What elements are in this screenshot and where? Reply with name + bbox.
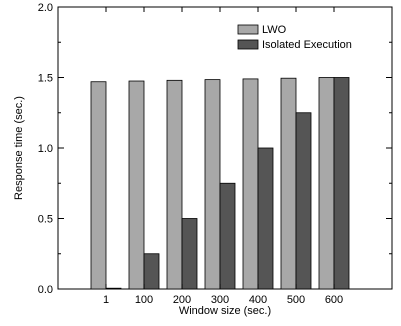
- y-axis-ticks: 0.0 0.5 1.0 1.5 2.0: [38, 2, 392, 296]
- bar-isolated-500: [295, 112, 312, 290]
- y-tick-label: 1.0: [38, 143, 53, 155]
- bar-isolated-200: [181, 218, 198, 290]
- bar-isolated-100: [143, 253, 160, 290]
- bar-lwo-1: [90, 81, 107, 290]
- bar-lwo-300: [204, 79, 221, 290]
- bar-lwo-200: [166, 79, 183, 290]
- x-axis-ticks: 1 100 200 300 400 500 600: [103, 7, 343, 306]
- x-tick-label: 600: [325, 294, 343, 306]
- bar-isolated-1: [105, 287, 122, 290]
- x-axis-label: Window size (sec.): [179, 305, 271, 317]
- legend-label-isolated: Isolated Execution: [262, 39, 352, 51]
- x-tick-label: 400: [249, 294, 267, 306]
- x-tick-label: 1: [103, 294, 109, 306]
- bar-lwo-400: [242, 78, 259, 290]
- legend-swatch-lwo: [237, 24, 259, 35]
- x-tick-label: 300: [211, 294, 229, 306]
- y-tick-label: 0.0: [38, 284, 53, 296]
- bar-lwo-600: [318, 77, 335, 290]
- legend-swatch-isolated: [237, 39, 259, 50]
- x-tick-label: 100: [135, 294, 153, 306]
- y-axis-label: Response time (sec.): [13, 96, 25, 200]
- bar-isolated-300: [219, 182, 236, 290]
- legend-label-lwo: LWO: [262, 24, 287, 36]
- bars-group: [90, 77, 350, 290]
- legend: LWO Isolated Execution: [237, 24, 352, 51]
- bar-lwo-100: [128, 80, 145, 290]
- y-tick-label: 1.5: [38, 73, 53, 85]
- y-tick-label: 2.0: [38, 2, 53, 14]
- bar-lwo-500: [280, 77, 297, 290]
- y-tick-label: 0.5: [38, 214, 53, 226]
- bar-isolated-400: [257, 147, 274, 290]
- x-tick-label: 200: [173, 294, 191, 306]
- bar-isolated-600: [333, 77, 350, 290]
- x-tick-label: 500: [287, 294, 305, 306]
